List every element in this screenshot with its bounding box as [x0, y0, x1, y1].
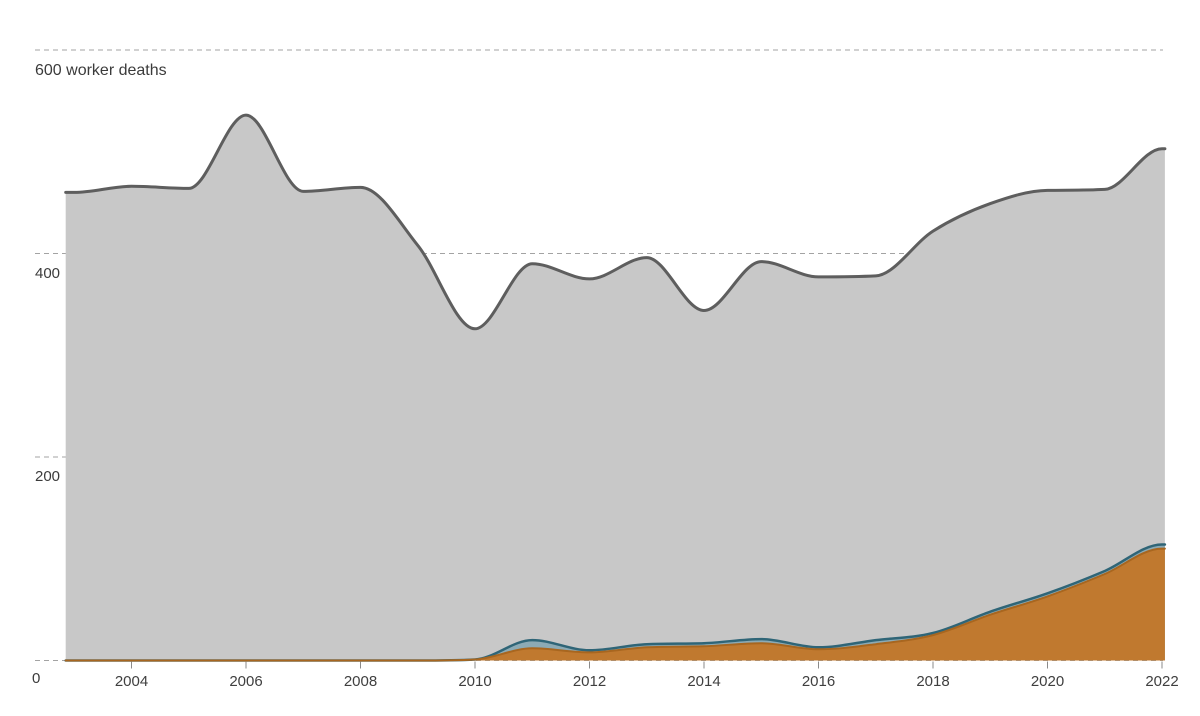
y-gridline-label-400: 400 — [35, 265, 61, 282]
x-tick-label-2010: 2010 — [458, 673, 492, 690]
x-tick-label-2008: 2008 — [343, 673, 378, 690]
x-tick-label-2016: 2016 — [801, 673, 836, 690]
x-tick-label-2022: 2022 — [1145, 673, 1179, 690]
y-gridline-label-600: 600 worker deaths — [35, 62, 167, 79]
gray-area-line — [64, 113, 1167, 331]
x-tick-label-2018: 2018 — [916, 673, 950, 690]
orange-area-line — [64, 547, 1166, 662]
y-gridline-label-0: 0 — [32, 670, 41, 687]
x-tick-label-2006: 2006 — [229, 673, 263, 690]
x-tick-label-2004: 2004 — [114, 673, 149, 690]
gray-area-fill — [65, 115, 1165, 661]
x-tick-label-2014: 2014 — [687, 673, 721, 690]
x-tick-label-2020: 2020 — [1030, 673, 1065, 690]
x-tick-label-2012: 2012 — [572, 673, 607, 690]
y-gridline-label-200: 200 — [35, 468, 61, 485]
orange-area-fill — [65, 548, 1165, 661]
